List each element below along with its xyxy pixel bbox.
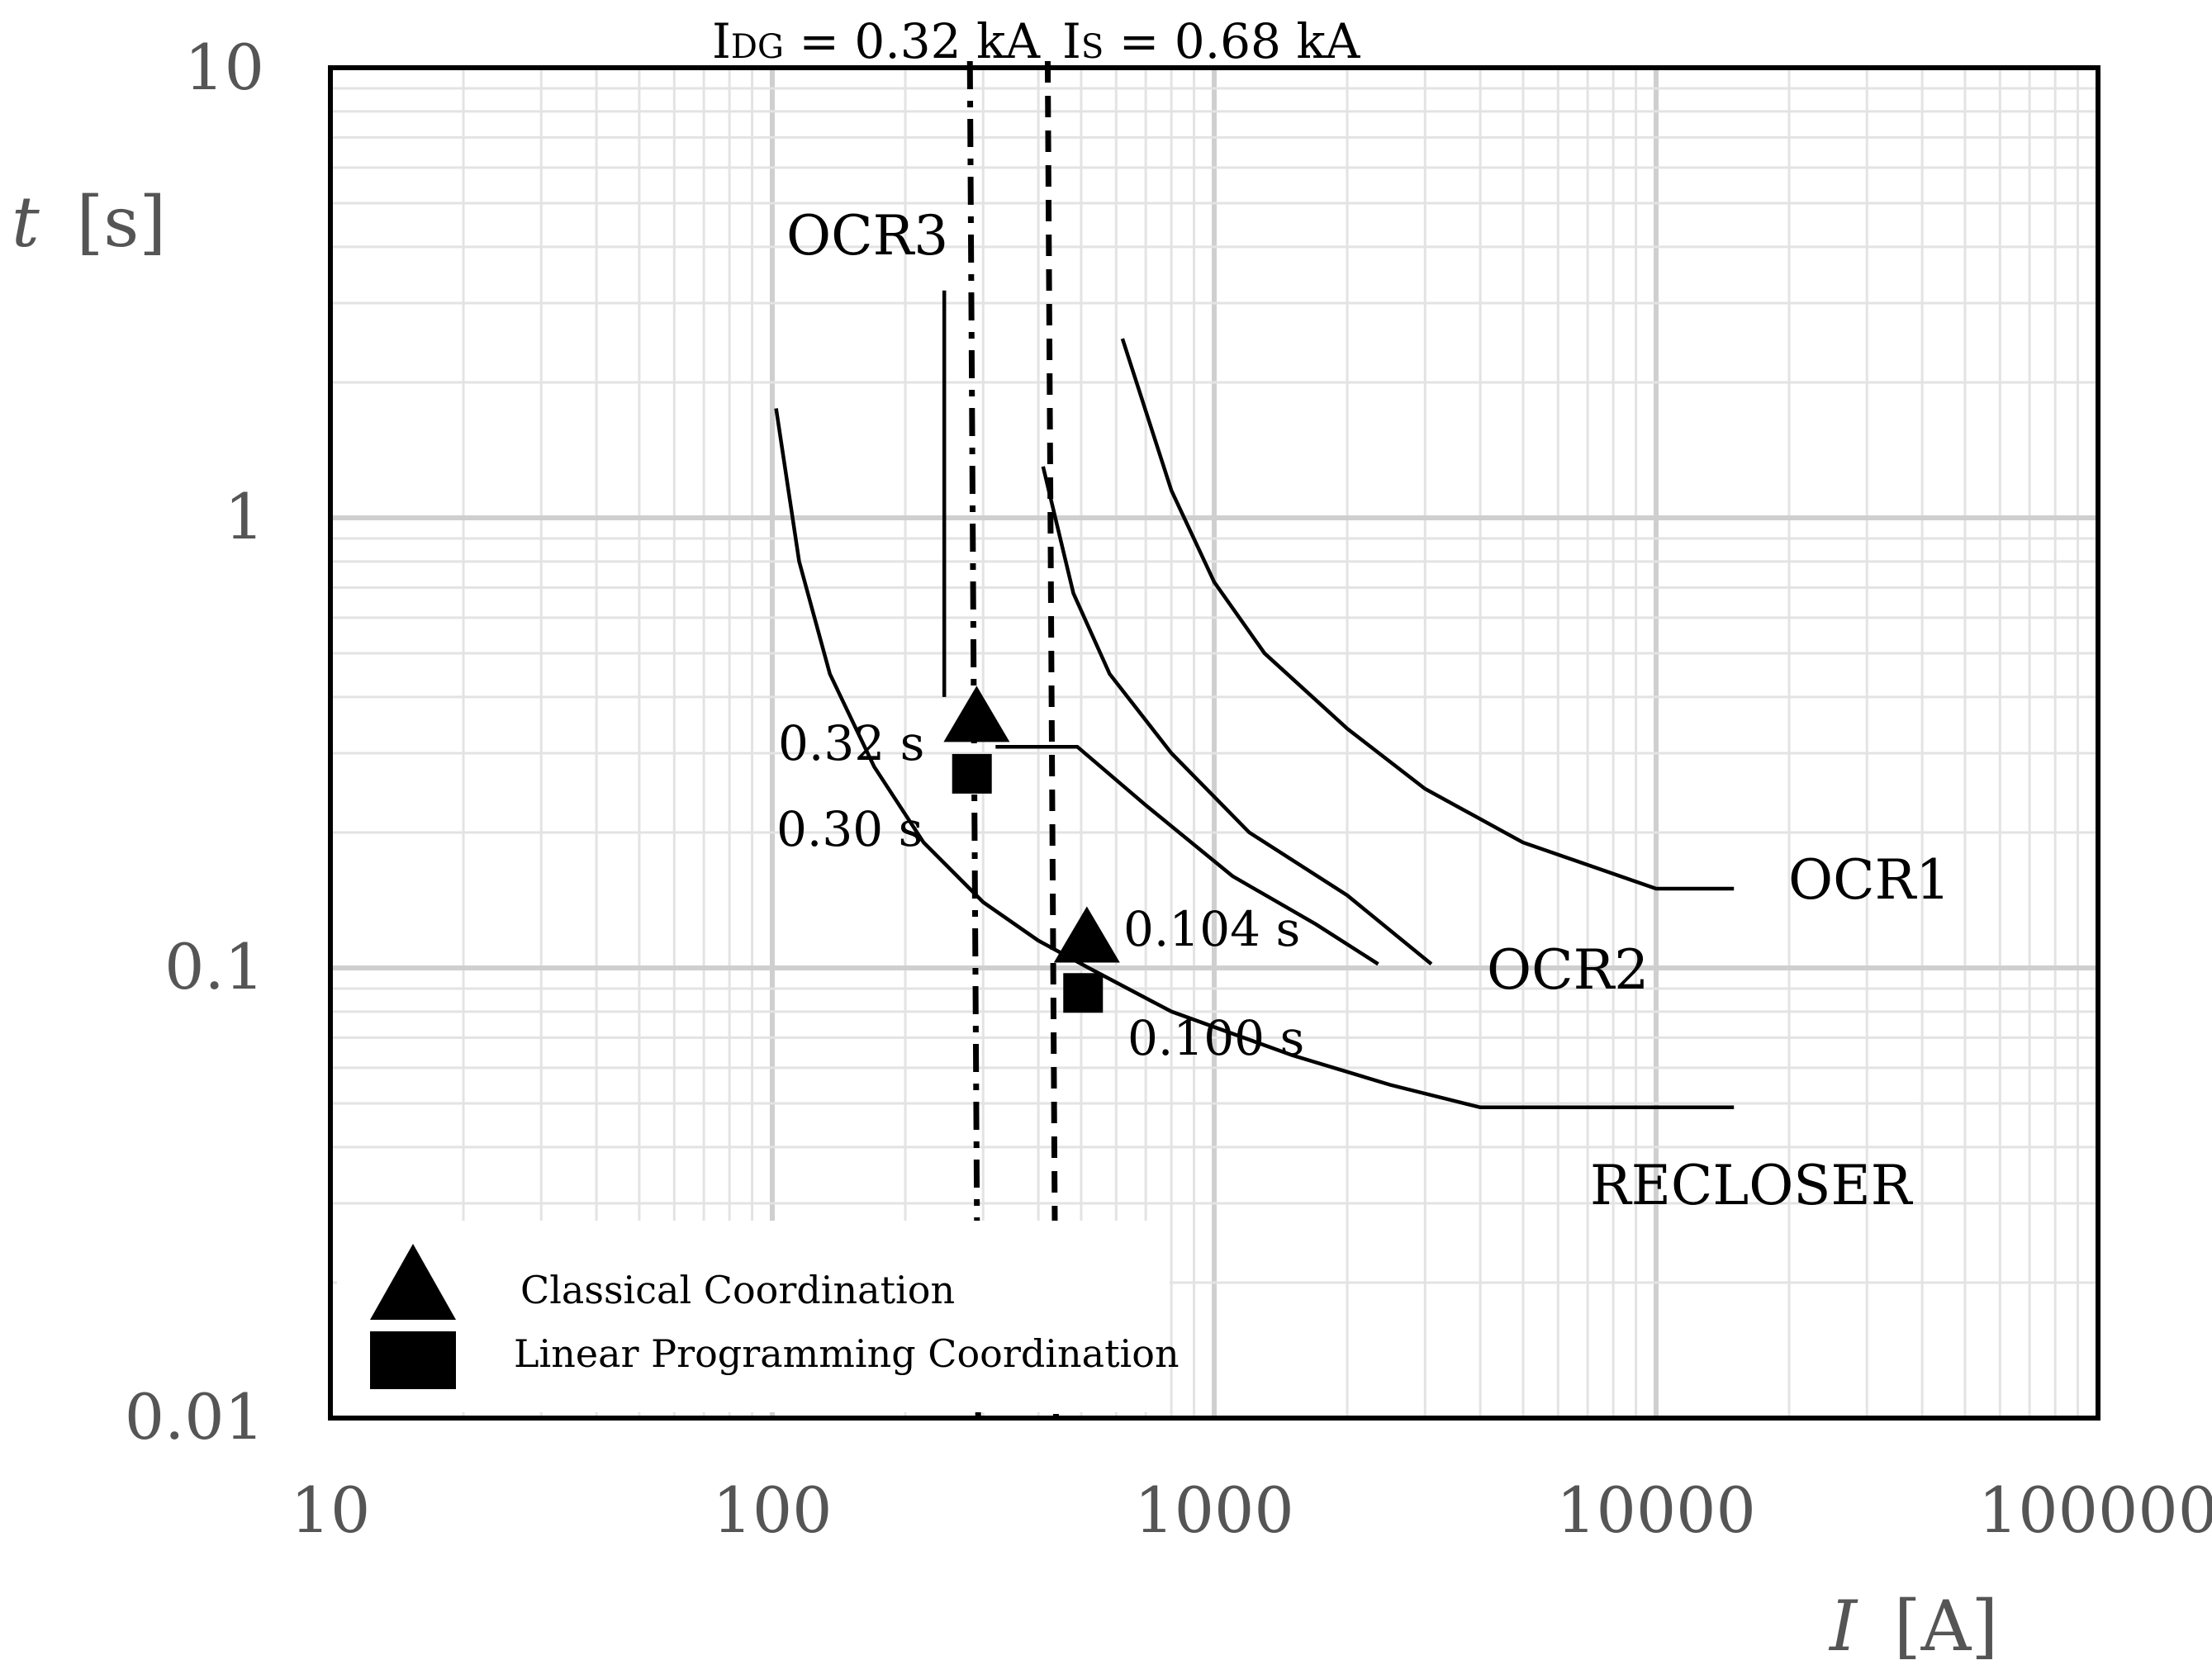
plot-frame	[328, 65, 2100, 1421]
time-annotation: 0.104 s	[1123, 901, 1300, 957]
idg-label-main: I	[712, 13, 731, 69]
legend: Classical Coordination Linear Programmin…	[337, 1221, 1180, 1412]
legend-label-linear-programming: Linear Programming Coordination	[514, 1331, 1180, 1376]
curve-ocr2-lower	[995, 744, 1379, 966]
markers	[943, 685, 1120, 1013]
curves	[774, 290, 1735, 1110]
x-tick-label: 1000	[1134, 1473, 1293, 1547]
x-tick-label: 10000	[1556, 1473, 1756, 1547]
tick-labels: 10 1 0.1 0.01 10 100 1000 10000 100000	[125, 31, 2212, 1547]
classical-coordination-marker	[1053, 906, 1120, 963]
y-axis-var: t	[12, 182, 40, 263]
time-annotation: 0.100 s	[1127, 1010, 1304, 1066]
curve-ocr2-upper	[1041, 466, 1433, 966]
linear-programming-marker	[1063, 973, 1104, 1013]
legend-label-classical: Classical Coordination	[520, 1268, 955, 1312]
grid	[330, 68, 2098, 1418]
is-label-main: I	[1062, 13, 1081, 69]
y-tick-label: 10	[184, 31, 264, 104]
x-tick-label: 10	[291, 1473, 371, 1547]
classical-coordination-marker	[943, 685, 1010, 742]
legend-background	[337, 1221, 1170, 1412]
idg-label: IDG = 0.32 kA	[712, 13, 1041, 69]
legend-triangle-marker	[370, 1244, 456, 1320]
y-tick-label: 0.01	[125, 1380, 264, 1454]
curve-label-ocr3: OCR3	[786, 204, 948, 268]
curve-ocr1	[1120, 338, 1735, 891]
is-label-sub: S	[1081, 28, 1104, 66]
is-label: IS = 0.68 kA	[1062, 13, 1361, 69]
idg-label-sub: DG	[731, 28, 784, 66]
time-annotation: 0.32 s	[778, 715, 924, 771]
curve-label-ocr1: OCR1	[1788, 848, 1950, 912]
y-tick-label: 1	[225, 480, 264, 553]
curve-label-ocr2: OCR2	[1487, 938, 1649, 1002]
curve-label-recloser: RECLOSER	[1590, 1154, 1914, 1217]
x-tick-label: 100000	[1978, 1473, 2212, 1547]
y-tick-label: 0.1	[164, 930, 264, 1003]
y-axis-title: t [s]	[12, 182, 166, 263]
vline-is	[1044, 60, 1059, 1419]
x-tick-label: 100	[712, 1473, 832, 1547]
time-annotation: 0.30 s	[776, 801, 923, 857]
curve-recloser	[774, 408, 1735, 1110]
y-axis-unit: [s]	[76, 182, 166, 263]
legend-square-marker	[370, 1331, 456, 1389]
is-label-value: = 0.68 kA	[1104, 13, 1360, 69]
x-axis-title: I [A]	[1828, 1586, 1998, 1665]
linear-programming-marker	[952, 753, 992, 794]
idg-label-value: = 0.32 kA	[784, 13, 1041, 69]
x-axis-var: I	[1828, 1586, 1858, 1665]
x-axis-unit: [A]	[1894, 1586, 1998, 1665]
